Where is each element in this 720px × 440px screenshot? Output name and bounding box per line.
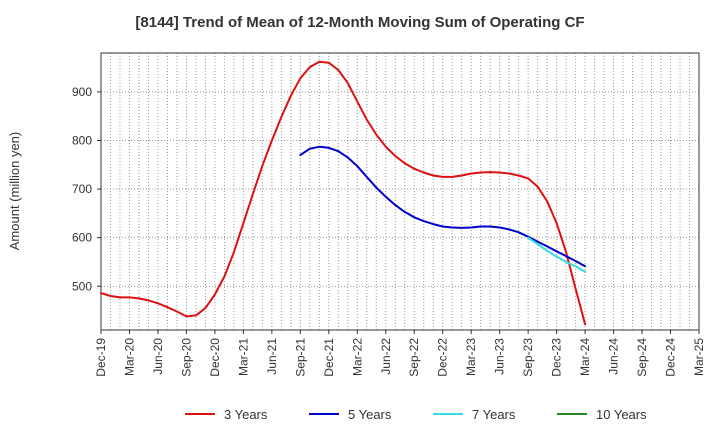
x-axis: Dec-19 Mar-20 Jun-20 Sep-20 Dec-20 Mar-21 Jun-… xyxy=(94,330,706,377)
x-tick-label: Dec-22 xyxy=(436,338,450,377)
series-line-5-years xyxy=(299,145,587,268)
x-tick-label: Jun-22 xyxy=(379,338,393,375)
series-lines xyxy=(100,60,587,326)
y-tick-label: 500 xyxy=(72,279,92,293)
x-tick-label: Mar-24 xyxy=(578,338,592,376)
legend: 3 Years 5 Years 7 Years 10 Years xyxy=(185,407,647,422)
x-tick-label: Mar-21 xyxy=(236,338,250,376)
y-tick-label: 600 xyxy=(72,231,92,245)
legend-label: 3 Years xyxy=(224,407,268,422)
x-tick-label: Dec-19 xyxy=(94,338,108,377)
chart-title: [8144] Trend of Mean of 12-Month Moving … xyxy=(135,14,585,31)
x-tick-label: Jun-20 xyxy=(151,338,165,375)
y-tick-label: 700 xyxy=(72,182,92,196)
y-axis: 500 600 700 800 900 xyxy=(72,85,101,293)
x-tick-label: Sep-24 xyxy=(635,338,649,377)
plot-area xyxy=(101,53,699,330)
x-tick-label: Sep-20 xyxy=(179,338,193,377)
x-tick-label: Sep-21 xyxy=(293,338,307,377)
grid-lines xyxy=(101,53,699,330)
x-tick-label: Mar-23 xyxy=(464,338,478,376)
x-tick-label: Jun-21 xyxy=(265,338,279,375)
x-tick-label: Dec-20 xyxy=(208,338,222,377)
legend-label: 10 Years xyxy=(596,407,647,422)
legend-label: 5 Years xyxy=(348,407,392,422)
plot-border xyxy=(100,52,700,331)
legend-label: 7 Years xyxy=(472,407,516,422)
y-tick-label: 900 xyxy=(72,85,92,99)
x-tick-label: Sep-23 xyxy=(521,338,535,377)
x-tick-label: Mar-25 xyxy=(692,338,706,376)
y-tick-label: 800 xyxy=(72,133,92,147)
series-line-3-years xyxy=(100,60,587,326)
x-tick-label: Dec-23 xyxy=(550,338,564,377)
series-line-7-years xyxy=(527,236,587,273)
x-tick-label: Mar-20 xyxy=(122,338,136,376)
x-tick-label: Dec-24 xyxy=(664,338,678,377)
x-tick-label: Jun-24 xyxy=(607,338,621,375)
y-axis-title: Amount (million yen) xyxy=(7,132,22,251)
x-tick-label: Sep-22 xyxy=(407,338,421,377)
x-tick-label: Dec-21 xyxy=(322,338,336,377)
x-tick-label: Mar-22 xyxy=(350,338,364,376)
x-tick-label: Jun-23 xyxy=(493,338,507,375)
